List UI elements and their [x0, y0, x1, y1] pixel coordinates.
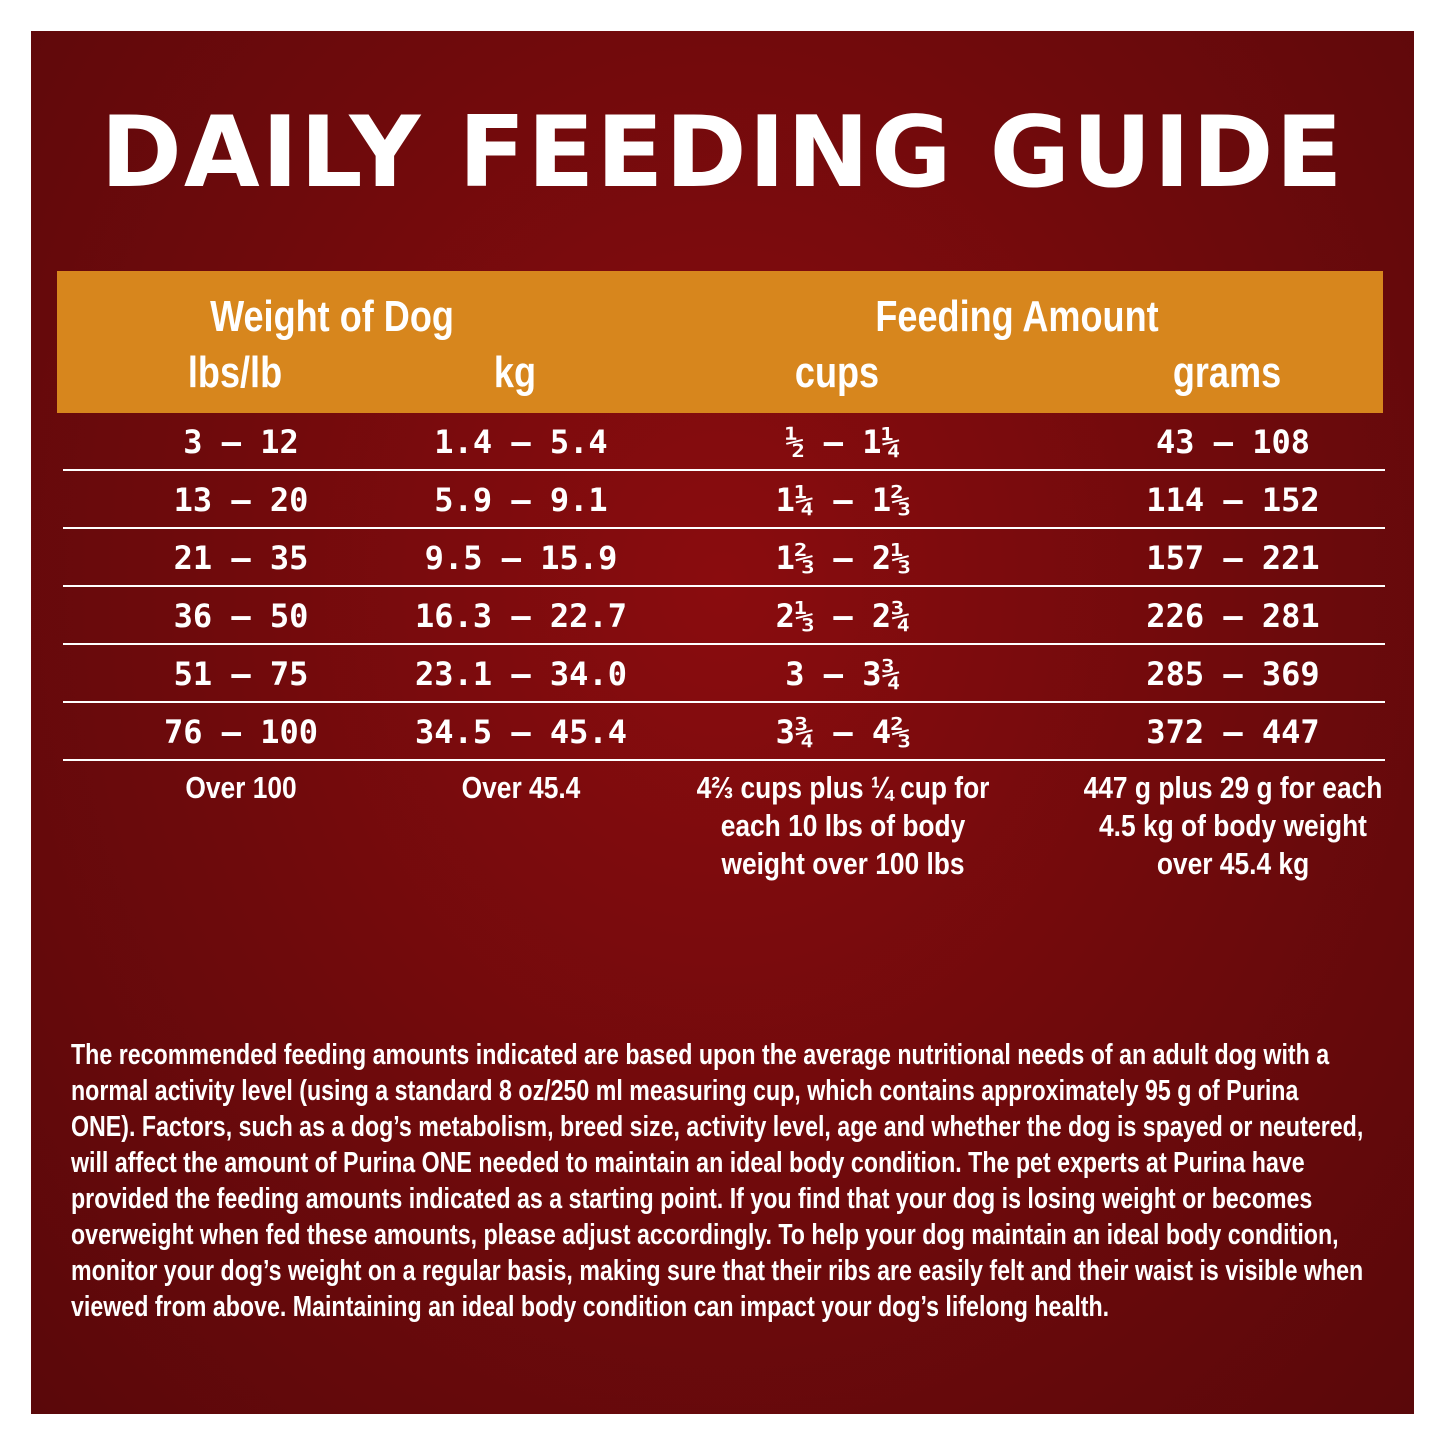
table-row: 36 – 50 16.3 – 22.7 2⅓ – 2¾ 226 – 281 [63, 587, 1385, 645]
table-row: 76 – 100 34.5 – 45.4 3¾ – 4⅔ 372 – 447 [63, 703, 1385, 761]
header-cups: cups [794, 348, 880, 397]
cell-cups: 4⅔ cups plus ¼ cup for each 10 lbs of bo… [696, 770, 990, 881]
cell-cups: ½ – 1¼ [785, 423, 901, 461]
cell-lbs: 36 – 50 [173, 597, 309, 635]
cell-kg: 9.5 – 15.9 [424, 539, 618, 577]
cell-grams: 43 – 108 [1155, 423, 1311, 461]
cell-kg: 16.3 – 22.7 [415, 597, 627, 635]
cell-kg: Over 45.4 [461, 770, 581, 805]
cell-lbs: Over 100 [185, 770, 297, 805]
cell-grams: 372 – 447 [1146, 713, 1320, 751]
cell-kg: 34.5 – 45.4 [415, 713, 627, 751]
table-row: 21 – 35 9.5 – 15.9 1⅔ – 2⅓ 157 – 221 [63, 529, 1385, 587]
cell-lbs: 21 – 35 [173, 539, 309, 577]
cell-cups: 2⅓ – 2¾ [775, 597, 911, 635]
cell-kg: 5.9 – 9.1 [434, 481, 608, 519]
header-lbs: lbs/lb [187, 348, 283, 397]
cell-cups: 1¼ – 1⅔ [775, 481, 911, 519]
cell-cups: 1⅔ – 2⅓ [775, 539, 911, 577]
cell-kg: 1.4 – 5.4 [434, 423, 608, 461]
feeding-guide-panel: DAILY FEEDING GUIDE Weight of Dog Feedin… [31, 31, 1414, 1414]
header-kg: kg [493, 348, 537, 397]
table-header: Weight of Dog Feeding Amount lbs/lb kg c… [57, 271, 1383, 413]
header-weight-of-dog: Weight of Dog [210, 292, 454, 341]
cell-grams: 285 – 369 [1146, 655, 1320, 693]
feeding-note: The recommended feeding amounts indicate… [71, 1039, 1364, 1323]
page-title: DAILY FEEDING GUIDE [100, 96, 1345, 210]
cell-grams: 447 g plus 29 g for each 4.5 kg of body … [1083, 770, 1383, 881]
cell-cups: 3¾ – 4⅔ [775, 713, 911, 751]
cell-kg: 23.1 – 34.0 [415, 655, 627, 693]
cell-cups: 3 – 3¾ [785, 655, 901, 693]
header-grams: grams [1172, 348, 1282, 397]
cell-lbs: 3 – 12 [183, 423, 299, 461]
cell-lbs: 76 – 100 [163, 713, 319, 751]
cell-lbs: 13 – 20 [173, 481, 309, 519]
cell-grams: 157 – 221 [1146, 539, 1320, 577]
table-row: 13 – 20 5.9 – 9.1 1¼ – 1⅔ 114 – 152 [63, 471, 1385, 529]
cell-grams: 226 – 281 [1146, 597, 1320, 635]
table-row: 3 – 12 1.4 – 5.4 ½ – 1¼ 43 – 108 [63, 413, 1385, 471]
table-row-over-100: Over 100 Over 45.4 4⅔ cups plus ¼ cup fo… [63, 761, 1385, 891]
header-feeding-amount: Feeding Amount [875, 292, 1159, 341]
cell-grams: 114 – 152 [1146, 481, 1320, 519]
table-row: 51 – 75 23.1 – 34.0 3 – 3¾ 285 – 369 [63, 645, 1385, 703]
cell-lbs: 51 – 75 [173, 655, 309, 693]
